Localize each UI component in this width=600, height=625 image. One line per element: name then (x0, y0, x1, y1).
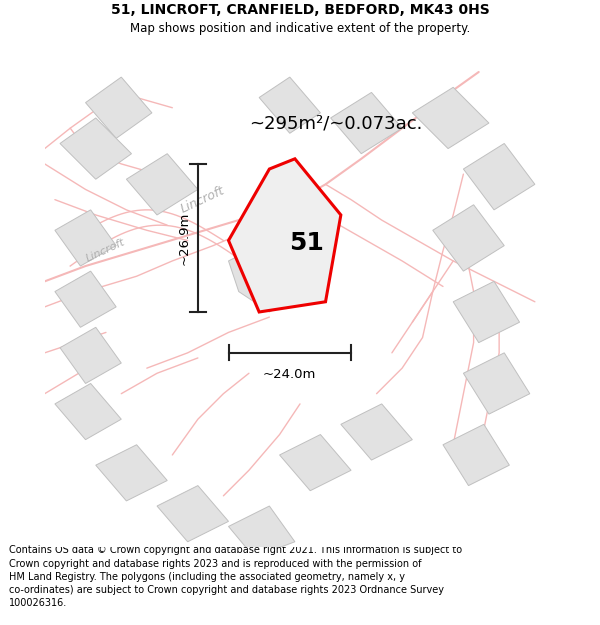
Text: ~26.9m: ~26.9m (177, 211, 190, 264)
Polygon shape (463, 144, 535, 210)
Polygon shape (127, 154, 198, 215)
Text: ~24.0m: ~24.0m (263, 368, 316, 381)
Text: Map shows position and indicative extent of the property.: Map shows position and indicative extent… (130, 22, 470, 35)
Polygon shape (341, 404, 412, 460)
Polygon shape (55, 271, 116, 328)
Polygon shape (86, 77, 152, 138)
Polygon shape (453, 281, 520, 342)
Polygon shape (280, 434, 351, 491)
Text: ~295m²/~0.073ac.: ~295m²/~0.073ac. (249, 114, 422, 132)
Text: Lincroft: Lincroft (179, 184, 227, 216)
Polygon shape (412, 88, 489, 149)
Text: 51: 51 (289, 231, 324, 255)
Polygon shape (60, 328, 121, 384)
Polygon shape (96, 445, 167, 501)
Polygon shape (229, 215, 331, 312)
Polygon shape (331, 92, 402, 154)
Polygon shape (433, 205, 504, 271)
Polygon shape (55, 210, 116, 266)
Polygon shape (157, 486, 229, 542)
Text: Contains OS data © Crown copyright and database right 2021. This information is : Contains OS data © Crown copyright and d… (9, 545, 462, 608)
Polygon shape (55, 384, 121, 439)
Text: Lincroft: Lincroft (85, 238, 127, 264)
Polygon shape (259, 77, 320, 133)
Polygon shape (443, 424, 509, 486)
Polygon shape (463, 353, 530, 414)
Polygon shape (229, 159, 341, 312)
Text: 51, LINCROFT, CRANFIELD, BEDFORD, MK43 0HS: 51, LINCROFT, CRANFIELD, BEDFORD, MK43 0… (110, 3, 490, 17)
Polygon shape (229, 506, 295, 557)
Polygon shape (60, 118, 131, 179)
